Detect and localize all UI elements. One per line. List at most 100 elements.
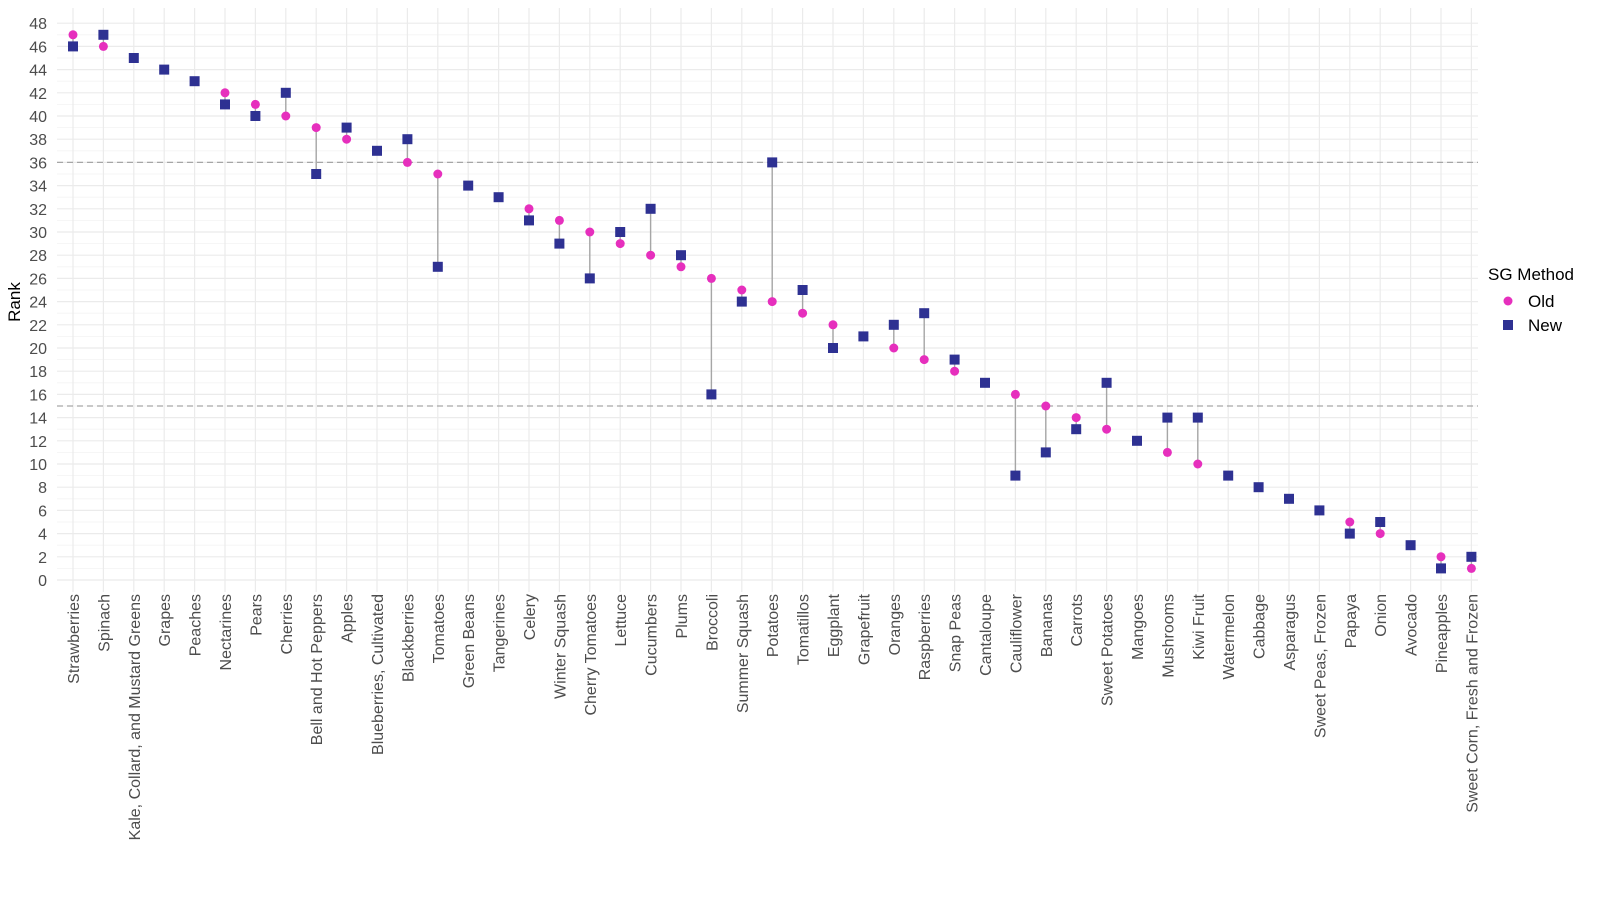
point-old	[889, 343, 899, 353]
point-new	[402, 134, 413, 145]
x-tick-label: Potatoes	[765, 594, 782, 657]
x-tick-label: Cabbage	[1252, 594, 1269, 659]
y-tick-label: 36	[29, 155, 47, 172]
x-tick-label: Sweet Corn, Fresh and Frozen	[1464, 594, 1481, 813]
x-tick-label: Apples	[340, 594, 357, 643]
point-new	[1162, 412, 1173, 423]
y-tick-label: 4	[38, 527, 47, 544]
point-new	[250, 111, 261, 121]
point-new	[341, 122, 352, 133]
y-axis-title: Rank	[5, 282, 24, 322]
point-old	[615, 239, 625, 249]
point-new	[1223, 470, 1234, 481]
x-tick-label: Eggplant	[826, 593, 843, 657]
point-new	[68, 41, 78, 52]
point-new	[493, 192, 504, 203]
point-new	[1284, 493, 1294, 504]
y-tick-label: 6	[38, 503, 47, 520]
point-new	[554, 238, 565, 249]
y-tick-label: 22	[29, 318, 47, 335]
y-tick-label: 24	[29, 295, 47, 312]
point-old	[737, 285, 747, 295]
x-tick-label: Kiwi Fruit	[1191, 593, 1208, 659]
point-new	[372, 145, 382, 156]
y-tick-label: 18	[29, 364, 47, 381]
y-tick-label: 42	[29, 86, 47, 103]
point-old	[68, 30, 78, 40]
point-new	[189, 76, 200, 87]
x-tick-label: Grapes	[157, 594, 174, 646]
x-tick-label: Raspberries	[917, 594, 934, 680]
point-old	[1010, 389, 1020, 399]
point-new	[311, 169, 322, 179]
point-old	[1162, 447, 1172, 457]
y-tick-label: 34	[29, 179, 47, 196]
point-old	[98, 41, 108, 51]
point-new	[463, 180, 474, 191]
x-tick-label: Green Beans	[461, 594, 478, 688]
y-tick-label: 20	[29, 341, 47, 358]
point-new	[797, 285, 808, 295]
y-tick-label: 10	[29, 457, 47, 474]
point-new	[858, 331, 869, 342]
point-old	[554, 215, 564, 225]
point-new	[1344, 528, 1355, 539]
point-new	[676, 250, 686, 261]
x-tick-label: Kale, Collard, and Mustard Greens	[127, 594, 144, 840]
point-old	[919, 355, 929, 365]
point-old	[767, 297, 777, 307]
point-old	[433, 169, 443, 179]
point-new	[1101, 377, 1112, 388]
point-old	[676, 262, 686, 272]
x-tick-label: Mushrooms	[1160, 594, 1177, 678]
x-tick-label: Blueberries, Cultivated	[370, 594, 387, 755]
y-tick-label: 16	[29, 387, 47, 404]
point-old	[828, 320, 838, 330]
point-new	[1436, 563, 1446, 574]
x-tick-label: Sweet Potatoes	[1100, 594, 1117, 706]
legend-title: SG Method	[1488, 265, 1574, 284]
point-old	[1041, 401, 1051, 411]
point-new	[128, 53, 139, 63]
x-tick-label: Celery	[522, 594, 539, 640]
x-tick-label: Bananas	[1039, 594, 1056, 657]
point-new	[1132, 435, 1142, 446]
point-new	[767, 157, 778, 168]
x-axis-ticks: Strawberries Spinach Kale, Collard, and Mu…	[66, 593, 1481, 840]
x-tick-label: Carrots	[1069, 594, 1086, 646]
point-old	[1071, 413, 1081, 423]
y-tick-label: 32	[29, 202, 47, 219]
x-tick-label: Sweet Peas, Frozen	[1312, 594, 1329, 738]
point-new	[98, 29, 109, 40]
point-old	[402, 157, 412, 167]
point-new	[1314, 505, 1325, 516]
point-new	[432, 261, 443, 272]
y-tick-label: 8	[38, 480, 47, 497]
point-new	[1071, 424, 1082, 435]
point-new	[1405, 540, 1416, 551]
point-old	[281, 111, 291, 121]
x-tick-label: Spinach	[96, 594, 113, 652]
point-new	[159, 64, 170, 75]
point-old	[706, 273, 716, 283]
x-tick-label: Grapefruit	[856, 593, 873, 665]
point-new	[1253, 482, 1264, 493]
y-tick-label: 14	[29, 411, 47, 428]
x-tick-label: Tomatillos	[796, 594, 813, 665]
point-new	[1375, 517, 1386, 527]
y-tick-label: 44	[29, 63, 47, 80]
point-old	[220, 88, 230, 98]
x-tick-label: Onion	[1373, 594, 1390, 637]
point-old	[250, 99, 260, 109]
x-tick-label: Avocado	[1404, 594, 1421, 656]
x-tick-label: Cherry Tomatoes	[583, 594, 600, 716]
point-new	[980, 377, 990, 388]
point-new	[524, 215, 534, 226]
x-tick-label: Summer Squash	[735, 594, 752, 713]
x-tick-label: Lettuce	[613, 594, 630, 647]
x-tick-label: Strawberries	[66, 594, 83, 684]
point-old	[342, 134, 352, 144]
x-tick-label: Snap Peas	[948, 594, 965, 672]
x-tick-label: Peaches	[188, 594, 205, 656]
